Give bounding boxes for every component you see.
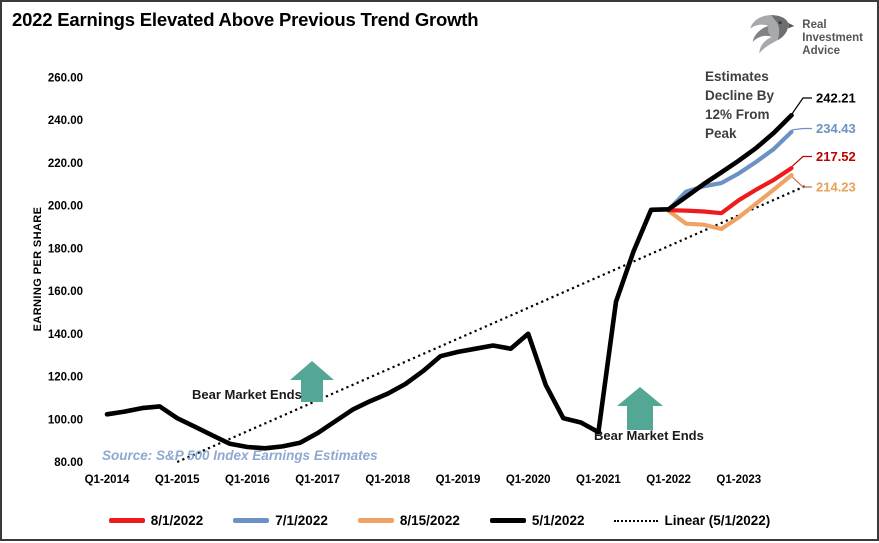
y-tick-label: 220.00 [48,158,83,170]
up-arrow-icon [617,387,663,430]
end-value-label: 234.43 [816,121,856,136]
line-swatch [357,518,394,523]
series-line-5-1-2022 [104,113,794,451]
end-value-label: 214.23 [816,180,856,195]
logo-line-3: Advice [802,45,840,57]
label-leader-line [792,127,812,131]
legend-label: 5/1/2022 [531,513,585,528]
end-value-label: 217.52 [816,149,856,164]
x-tick-label: Q1-2021 [576,474,621,486]
label-leader-line [792,155,812,167]
series-line-7-1-2022 [666,129,794,212]
line-swatch [108,518,145,523]
label-leader-line [791,97,812,114]
legend-label: Linear (5/1/2022) [664,513,771,528]
logo-wordmark: Real Investment Advice [802,19,863,58]
legend-item-7-1-2022: 7/1/2022 [233,513,328,528]
y-tick-label: 200.00 [48,201,83,213]
logo-line-1: Real [802,19,827,31]
legend-label: 8/1/2022 [150,513,204,528]
legend-label: 8/15/2022 [399,513,460,528]
line-swatch [489,518,526,523]
estimates-note-line: Estimates [705,69,769,84]
y-tick-label: 260.00 [48,72,83,84]
line-swatch [233,518,270,523]
ria-logo: Real Investment Advice [746,11,863,66]
y-tick-label: 240.00 [48,115,83,127]
x-tick-label: Q1-2014 [85,474,130,486]
y-tick-label: 120.00 [48,372,83,384]
series-line-8-1-2022 [666,166,794,216]
legend-label: 7/1/2022 [275,513,328,528]
y-tick-label: 140.00 [48,329,83,341]
up-arrow-icon [290,361,334,402]
x-tick-label: Q1-2016 [225,474,270,486]
x-tick-label: Q1-2019 [436,474,481,486]
end-value-label: 242.21 [816,91,856,106]
source-note: Source: S&P 500 Index Earnings Estimates [102,448,378,463]
label-leader-line [792,176,812,188]
x-tick-label: Q1-2022 [646,474,691,486]
estimates-note-line: Decline By [705,88,775,103]
logo-line-2: Investment [802,32,863,44]
estimates-note-line: 12% From [705,107,770,122]
legend-item-5-1-2022: 5/1/2022 [489,513,585,528]
y-axis-title: EARNING PER SHARE [32,207,44,332]
y-tick-label: 160.00 [48,286,83,298]
estimates-note-line: Peak [705,126,737,141]
eagle-logo-icon [746,11,796,66]
x-tick-label: Q1-2020 [506,474,551,486]
legend-item-8-15-2022: 8/15/2022 [357,513,460,528]
x-tick-label: Q1-2018 [365,474,410,486]
legend-item-linear-5-1-2022-: Linear (5/1/2022) [614,513,770,528]
bear-market-ends-label-2: Bear Market Ends [594,428,704,443]
bear-market-ends-label-1: Bear Market Ends [192,387,302,402]
chart-legend: 8/1/2022 7/1/2022 8/15/2022 5/1/2022 Linear … [2,513,877,528]
legend-item-8-1-2022: 8/1/2022 [108,513,204,528]
y-tick-label: 100.00 [48,414,83,426]
y-tick-label: 80.00 [54,457,83,469]
x-tick-label: Q1-2015 [155,474,200,486]
series-line-8-15-2022 [666,173,794,232]
dotted-line-swatch [614,519,659,522]
x-tick-label: Q1-2017 [295,474,340,486]
y-tick-label: 180.00 [48,243,83,255]
x-tick-label: Q1-2023 [716,474,761,486]
chart-title: 2022 Earnings Elevated Above Previous Tr… [12,9,479,30]
